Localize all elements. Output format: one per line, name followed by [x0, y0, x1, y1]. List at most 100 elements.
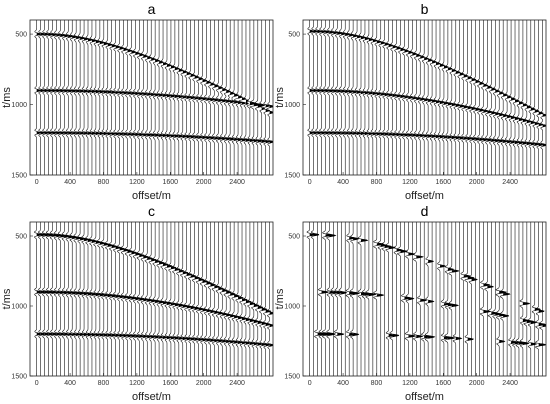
trace-fill	[321, 290, 329, 294]
trace-fill	[52, 290, 58, 294]
trace-fill	[526, 142, 532, 146]
x-tick-label: 2000	[196, 380, 212, 387]
trace-fill	[123, 334, 128, 338]
y-axis-label: t/ms	[1, 87, 13, 108]
trace-fill	[317, 89, 322, 93]
trace-fill	[412, 97, 417, 100]
trace-fill	[194, 136, 199, 139]
trace-fill	[353, 292, 360, 295]
trace-fill	[483, 84, 488, 88]
trace-fill	[151, 258, 157, 262]
trace-fill	[135, 335, 140, 338]
trace-fill	[80, 89, 85, 93]
trace-line	[116, 222, 126, 376]
trace-fill	[174, 336, 180, 340]
trace-line	[358, 20, 366, 175]
trace-fill	[317, 131, 322, 135]
trace-fill	[361, 91, 366, 94]
x-tick-label: 2000	[469, 179, 485, 186]
x-tick-label: 1200	[129, 179, 145, 186]
trace-fill	[337, 89, 342, 93]
trace-fill	[178, 134, 184, 138]
x-tick-label: 1600	[435, 380, 451, 387]
trace-fill	[424, 98, 429, 102]
trace-line	[168, 222, 177, 376]
trace-fill	[111, 132, 116, 136]
trace-fill	[91, 90, 97, 94]
trace-line	[516, 20, 524, 175]
trace-fill	[64, 332, 69, 336]
trace-fill	[380, 93, 385, 96]
trace-line	[540, 20, 546, 175]
trace-line	[227, 222, 236, 376]
trace-fill	[135, 92, 140, 95]
trace-fill	[186, 337, 191, 341]
trace-line	[425, 20, 433, 175]
trace-line	[410, 20, 418, 175]
trace-fill	[542, 124, 546, 128]
trace-fill	[72, 333, 77, 336]
trace-fill	[178, 95, 184, 99]
trace-fill	[52, 131, 57, 135]
trace-fill	[361, 132, 366, 135]
trace-line	[437, 20, 445, 175]
trace-fill	[325, 30, 330, 34]
trace-fill	[368, 293, 376, 296]
trace-fill	[412, 52, 417, 56]
trace-fill	[91, 239, 98, 243]
trace-fill	[48, 233, 54, 237]
trace-line	[199, 222, 209, 376]
trace-fill	[210, 339, 215, 342]
trace-fill	[170, 266, 176, 270]
trace-fill	[143, 92, 148, 96]
trace-fill	[522, 342, 529, 346]
trace-fill	[40, 290, 46, 294]
trace-line	[191, 222, 201, 376]
trace-fill	[503, 93, 508, 97]
trace-line	[266, 222, 273, 376]
trace-fill	[400, 95, 405, 98]
trace-line	[77, 20, 86, 175]
trace-fill	[174, 303, 180, 307]
trace-line	[203, 222, 213, 376]
trace-fill	[103, 294, 109, 297]
trace-line	[34, 20, 42, 175]
trace-fill	[309, 89, 315, 93]
trace-fill	[127, 334, 132, 338]
trace-fill	[131, 334, 136, 338]
trace-fill	[534, 142, 539, 146]
trace-line	[357, 222, 369, 376]
trace-line	[125, 20, 133, 175]
trace-line	[519, 222, 530, 376]
trace-fill	[269, 105, 273, 108]
trace-line	[223, 20, 232, 175]
trace-line	[496, 20, 505, 175]
trace-fill	[107, 334, 113, 337]
trace-line	[515, 222, 527, 376]
trace-fill	[198, 136, 203, 139]
x-tick-label: 800	[371, 179, 383, 186]
trace-fill	[238, 96, 243, 99]
trace-line	[144, 20, 152, 175]
trace-fill	[368, 38, 374, 42]
x-tick-label: 1600	[435, 179, 451, 186]
x-axis-label: offset/m	[132, 391, 171, 403]
trace-fill	[499, 140, 504, 143]
trace-fill	[261, 140, 267, 143]
trace-fill	[542, 324, 546, 328]
trace-line	[416, 222, 428, 376]
trace-fill	[463, 137, 468, 141]
panel-d: d 0 400 800 1200 1600 2000 2400 500 1000 1500 offse…	[274, 203, 547, 403]
trace-fill	[186, 306, 192, 309]
trace-fill	[412, 133, 417, 137]
trace-fill	[91, 333, 97, 337]
trace-fill	[166, 336, 172, 340]
trace-fill	[230, 340, 235, 344]
trace-fill	[88, 292, 93, 296]
trace-fill	[115, 334, 120, 337]
trace-fill	[459, 72, 465, 76]
trace-fill	[218, 99, 223, 102]
trace-fill	[269, 324, 273, 328]
trace-line	[437, 222, 446, 376]
